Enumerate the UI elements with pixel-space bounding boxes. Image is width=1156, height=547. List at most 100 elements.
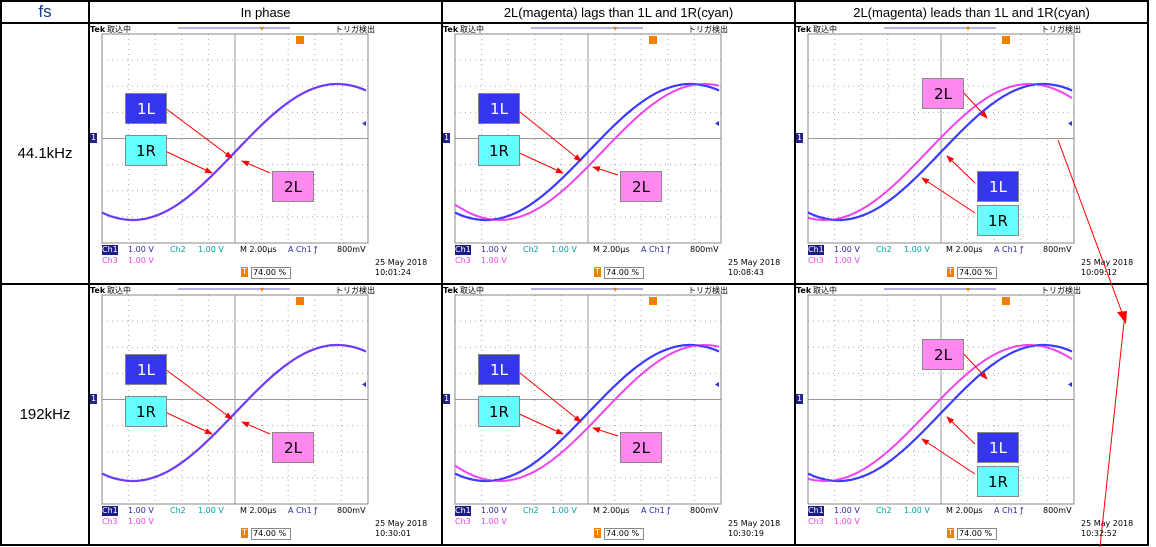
trigger-level-icon [362, 382, 366, 387]
trigger-position: 74.00 % [957, 267, 998, 279]
trigger-status: トリガ検出 [1041, 286, 1081, 295]
scope-cell: Tek 取込中 トリガ検出 ▾ 1 Ch1 1.00 V Ch2 1.00 V … [441, 22, 798, 287]
ch3-scale: 1.00 V [481, 517, 507, 526]
trigger-status: トリガ検出 [335, 286, 375, 295]
capture-date: 25 May 2018 [1081, 519, 1134, 528]
trigger-level-icon [715, 121, 719, 126]
ch1-marker: 1 [443, 394, 451, 404]
trace-ch3-2l [454, 343, 720, 483]
label-r1: 1R [478, 135, 520, 166]
trigger-level-icon [715, 382, 719, 387]
acquisition-status: 取込中 [107, 25, 131, 34]
trigger-source: A Ch1 ƒ [641, 245, 671, 254]
trigger-position: 74.00 % [251, 528, 292, 540]
ch1-marker: 1 [90, 133, 98, 143]
scope-cell: Tek 取込中 トリガ検出 ▾ 1 Ch1 1.00 V Ch2 1.00 V … [88, 22, 443, 285]
trigger-marker-icon: T [594, 267, 601, 277]
oscilloscope-screenshot: Tek 取込中 トリガ検出 ▾ 1 Ch1 1.00 V Ch2 1.00 V … [90, 285, 445, 547]
ch2-scale: 1.00 V [904, 506, 930, 515]
acquisition-status: 取込中 [460, 286, 484, 295]
capture-date: 25 May 2018 [728, 519, 781, 528]
ch1-label: Ch1 [102, 506, 118, 516]
column-header-lead: 2L(magenta) leads than 1L and 1R(cyan) [794, 0, 1149, 24]
label-l2: 2L [922, 78, 964, 109]
trigger-level: 800mV [1043, 245, 1072, 254]
pointer-arrow [514, 411, 564, 435]
ch1-label: Ch1 [455, 506, 471, 516]
label-l1: 1L [977, 432, 1019, 463]
trigger-source: A Ch1 ƒ [641, 506, 671, 515]
ch1-label: Ch1 [808, 245, 824, 255]
capture-date: 25 May 2018 [375, 519, 428, 528]
ch2-label: Ch2 [523, 506, 539, 515]
timebase: M 2.00µs [946, 245, 983, 254]
trigger-level-icon [1068, 121, 1072, 126]
trigger-marker-icon: T [594, 528, 601, 538]
trigger-position-icon: ▾ [613, 285, 618, 294]
trigger-position-icon: ▾ [260, 285, 265, 294]
ch2-label: Ch2 [170, 506, 186, 515]
trigger-marker-icon: T [947, 528, 954, 538]
timebase: M 2.00µs [593, 506, 630, 515]
label-r1: 1R [977, 466, 1019, 497]
label-l1: 1L [977, 171, 1019, 202]
acquisition-status: 取込中 [813, 286, 837, 295]
pointer-arrow [961, 351, 988, 380]
tek-logo: Tek [443, 286, 459, 295]
trigger-position: 74.00 % [604, 267, 645, 279]
trigger-source: A Ch1 ƒ [288, 506, 318, 515]
tek-logo: Tek [90, 25, 106, 34]
ch2-scale: 1.00 V [198, 245, 224, 254]
ch2-scale: 1.00 V [551, 506, 577, 515]
pointer-arrow [946, 155, 976, 184]
pointer-arrow [241, 421, 271, 435]
trigger-marker-icon: T [241, 528, 248, 538]
ch2-label: Ch2 [876, 245, 892, 254]
trigger-position-icon: ▾ [966, 24, 971, 33]
label-l2: 2L [922, 339, 964, 370]
ch3-label: Ch3 [808, 517, 824, 526]
label-r1: 1R [125, 396, 167, 427]
pointer-arrow [164, 411, 213, 435]
label-l2: 2L [272, 171, 314, 202]
scope-cell: Tek 取込中 トリガ検出 ▾ 1 Ch1 1.00 V Ch2 1.00 V … [794, 283, 1151, 547]
pointer-arrow [241, 160, 271, 174]
trigger-level: 800mV [690, 506, 719, 515]
ch2-label: Ch2 [523, 245, 539, 254]
label-r1: 1R [125, 135, 167, 166]
column-header-lag: 2L(magenta) lags than 1L and 1R(cyan) [441, 0, 796, 24]
ch2-label: Ch2 [876, 506, 892, 515]
trigger-position: 74.00 % [957, 528, 998, 540]
ch2-scale: 1.00 V [198, 506, 224, 515]
oscilloscope-screenshot: Tek 取込中 トリガ検出 ▾ 1 Ch1 1.00 V Ch2 1.00 V … [443, 24, 798, 287]
ch1-marker: 1 [443, 133, 451, 143]
ch3-scale: 1.00 V [481, 256, 507, 265]
pointer-arrow [514, 107, 582, 162]
pointer-arrow [164, 368, 233, 420]
ch3-label: Ch3 [102, 517, 118, 526]
scope-cell: Tek 取込中 トリガ検出 ▾ 1 Ch1 1.00 V Ch2 1.00 V … [88, 283, 445, 547]
pointer-arrow [961, 90, 988, 119]
oscilloscope-screenshot: Tek 取込中 トリガ検出 ▾ 1 Ch1 1.00 V Ch2 1.00 V … [796, 285, 1151, 547]
ch3-scale: 1.00 V [834, 256, 860, 265]
trigger-status: トリガ検出 [1041, 25, 1081, 34]
timebase: M 2.00µs [593, 245, 630, 254]
ch1-scale: 1.00 V [834, 245, 860, 254]
capture-time: 10:30:01 [375, 529, 411, 538]
trigger-position: 74.00 % [604, 528, 645, 540]
trace-ch3-2l [807, 344, 1073, 482]
acquisition-status: 取込中 [813, 25, 837, 34]
oscilloscope-screenshot: Tek 取込中 トリガ検出 ▾ 1 Ch1 1.00 V Ch2 1.00 V … [796, 24, 1151, 287]
capture-time: 10:08:43 [728, 268, 764, 277]
trigger-status: トリガ検出 [688, 286, 728, 295]
ch1-scale: 1.00 V [481, 245, 507, 254]
trigger-status: トリガ検出 [335, 25, 375, 34]
ch3-scale: 1.00 V [128, 256, 154, 265]
pointer-arrow [592, 427, 619, 437]
capture-time: 10:09:12 [1081, 268, 1117, 277]
label-r1: 1R [478, 396, 520, 427]
label-l1: 1L [478, 354, 520, 385]
ch3-label: Ch3 [455, 256, 471, 265]
ch3-label: Ch3 [808, 256, 824, 265]
